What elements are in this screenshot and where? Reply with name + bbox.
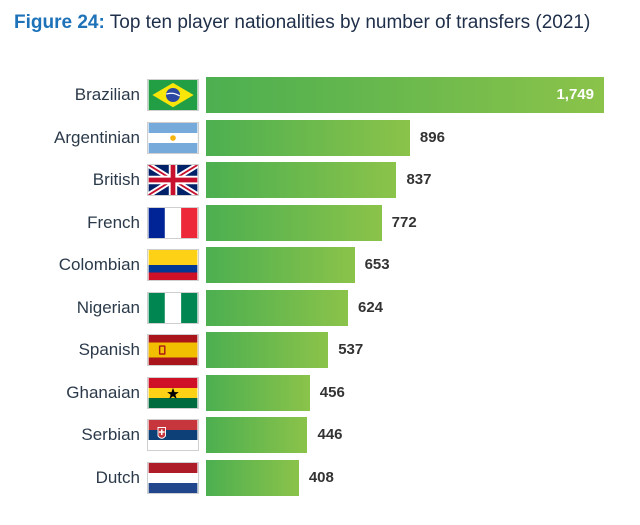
bar — [206, 119, 410, 156]
brazil-flag-icon — [147, 79, 199, 111]
bar-row: Serbian 446 — [0, 417, 640, 453]
bar-row: British 837 — [0, 162, 640, 198]
category-label: Brazilian — [74, 85, 140, 104]
bar-row: Spanish 537 — [0, 332, 640, 368]
figure-title: Top ten player nationalities by number o… — [109, 12, 591, 33]
uk-flag-icon — [147, 164, 199, 196]
serbia-flag-icon — [147, 419, 199, 451]
colombia-flag-icon — [147, 249, 199, 281]
value-label: 772 — [391, 213, 417, 231]
category-label: French — [87, 212, 140, 232]
figure-number: Figure 24: — [14, 12, 105, 33]
bar — [206, 247, 355, 283]
bar — [206, 162, 397, 198]
argentina-flag-icon — [147, 121, 199, 154]
france-flag-icon — [147, 206, 199, 239]
bar — [206, 374, 310, 411]
bar-row: Nigerian 624 — [0, 289, 640, 326]
category-label: Spanish — [78, 340, 140, 359]
bar — [206, 332, 329, 368]
category-label: British — [92, 170, 140, 189]
category-label: Dutch — [95, 467, 140, 487]
category-label: Colombian — [58, 255, 140, 274]
nigeria-flag-icon — [147, 291, 199, 324]
ghana-flag-icon — [147, 376, 199, 409]
category-label: Ghanaian — [66, 382, 140, 402]
chart-title: Figure 24: Top ten player nationalities … — [14, 12, 590, 34]
bar — [206, 77, 604, 113]
bar-row: French 772 — [0, 204, 640, 241]
category-label: Serbian — [81, 425, 140, 444]
bar — [206, 417, 308, 453]
value-label: 408 — [308, 468, 334, 486]
value-label: 896 — [419, 128, 445, 146]
bar — [206, 459, 299, 496]
bar-row: Dutch 408 — [0, 459, 640, 496]
value-label: 537 — [338, 341, 364, 358]
value-label: 624 — [357, 298, 384, 316]
bar-row: Argentinian 896 — [0, 119, 640, 156]
netherlands-flag-icon — [147, 461, 199, 494]
bar — [206, 289, 348, 326]
value-label: 456 — [319, 383, 345, 401]
bar — [206, 204, 382, 241]
bar-row: Colombian 653 — [0, 247, 640, 283]
value-label: 837 — [406, 171, 432, 188]
category-label: Nigerian — [76, 297, 140, 317]
value-label: 653 — [364, 256, 390, 273]
bar-row: Brazilian 1,749 — [0, 77, 640, 113]
bar-row: Ghanaian 456 — [0, 374, 640, 411]
spain-flag-icon — [147, 334, 199, 366]
category-label: Argentinian — [53, 127, 140, 147]
value-label: 446 — [317, 426, 343, 443]
value-label: 1,749 — [556, 86, 594, 103]
